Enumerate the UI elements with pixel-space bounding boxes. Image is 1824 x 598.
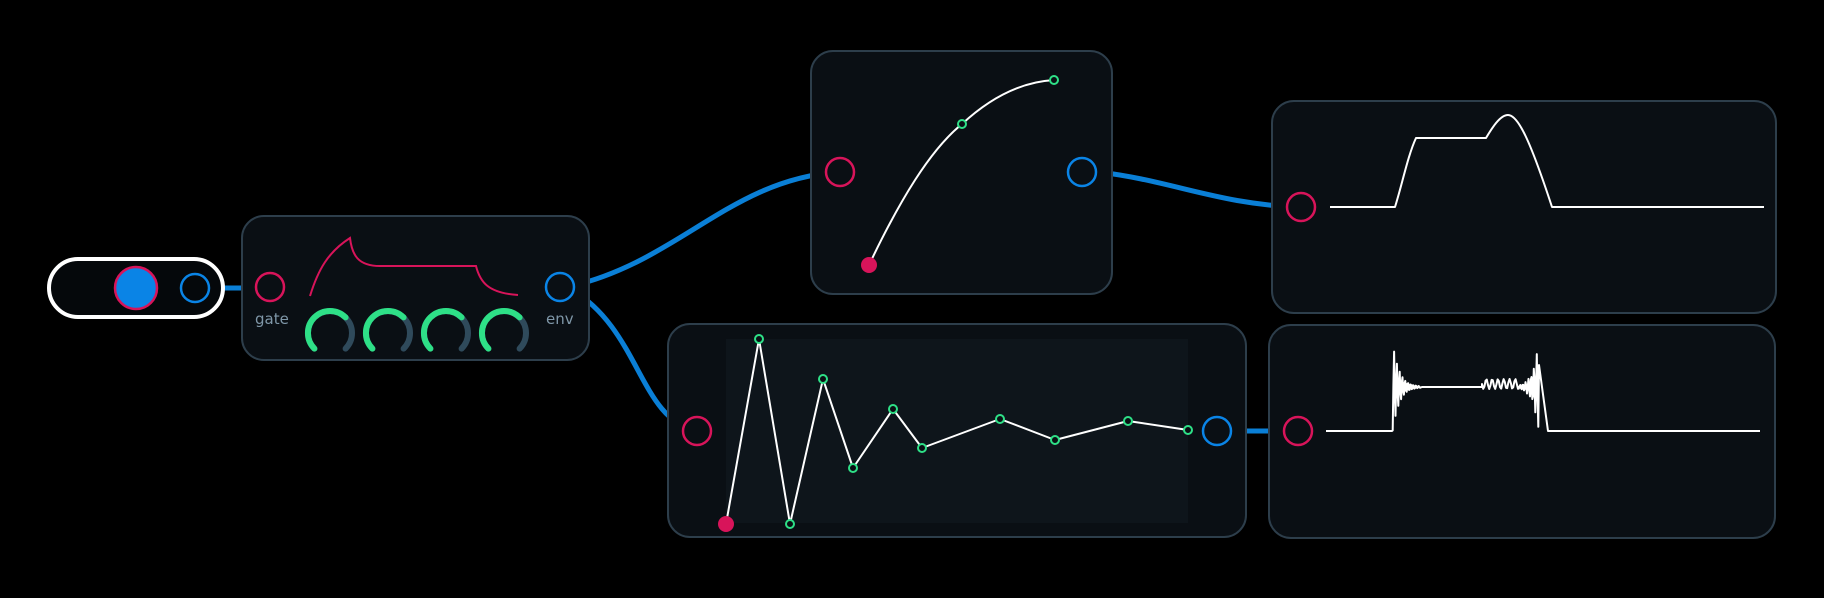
release-knob[interactable] [479,308,529,352]
gate-input-jack[interactable] [254,271,286,303]
breakpoint-point[interactable] [995,414,1005,424]
sustain-knob[interactable] [421,308,471,352]
scope-module-top [1271,100,1777,314]
attack-knob[interactable] [305,308,355,352]
env-output-label: env [546,310,574,328]
breakpoint-start-point[interactable] [718,516,734,532]
scope-top-panel [1271,100,1777,314]
scope-top-input-jack[interactable] [1285,191,1317,223]
envelope-module: gate env [241,215,590,361]
breakpoint-point[interactable] [1050,435,1060,445]
curve-input-jack[interactable] [824,156,856,188]
breakpoint-point[interactable] [818,374,828,384]
breakpoint-point[interactable] [1123,416,1133,426]
breakpoint-input-jack[interactable] [681,415,713,447]
curve-end-point[interactable] [1049,75,1059,85]
cable-env-to-curve[interactable] [569,169,841,289]
breakpoint-control-points [754,334,1193,529]
decay-knob[interactable] [363,308,413,352]
envelope-panel [241,215,590,361]
breakpoint-module [667,323,1247,538]
env-output-jack[interactable] [544,271,576,303]
curve-control-point[interactable] [957,119,967,129]
gate-trigger-button[interactable] [113,265,159,311]
breakpoint-point[interactable] [917,443,927,453]
cable-curve-to-scope-top[interactable] [1095,169,1303,210]
curve-module [810,50,1113,295]
curve-start-point[interactable] [861,257,877,273]
breakpoint-point[interactable] [888,404,898,414]
curve-output-jack[interactable] [1066,156,1098,188]
breakpoint-editor-area[interactable] [726,339,1188,523]
gate-output-jack[interactable] [179,272,211,304]
envelope-knobs [305,308,529,352]
gate-input-label: gate [255,310,289,328]
scope-top-waveform [1330,114,1764,208]
gate-button-node [47,257,225,319]
breakpoint-point[interactable] [754,334,764,344]
curve-panel [810,50,1113,295]
breakpoint-output-jack[interactable] [1201,415,1233,447]
envelope-curve-preview [309,236,519,297]
scope-bottom-input-jack[interactable] [1282,415,1314,447]
scope-bottom-waveform [1326,350,1760,432]
breakpoint-point[interactable] [848,463,858,473]
scope-module-bottom [1268,324,1776,539]
breakpoint-point[interactable] [785,519,795,529]
breakpoint-point[interactable] [1183,425,1193,435]
